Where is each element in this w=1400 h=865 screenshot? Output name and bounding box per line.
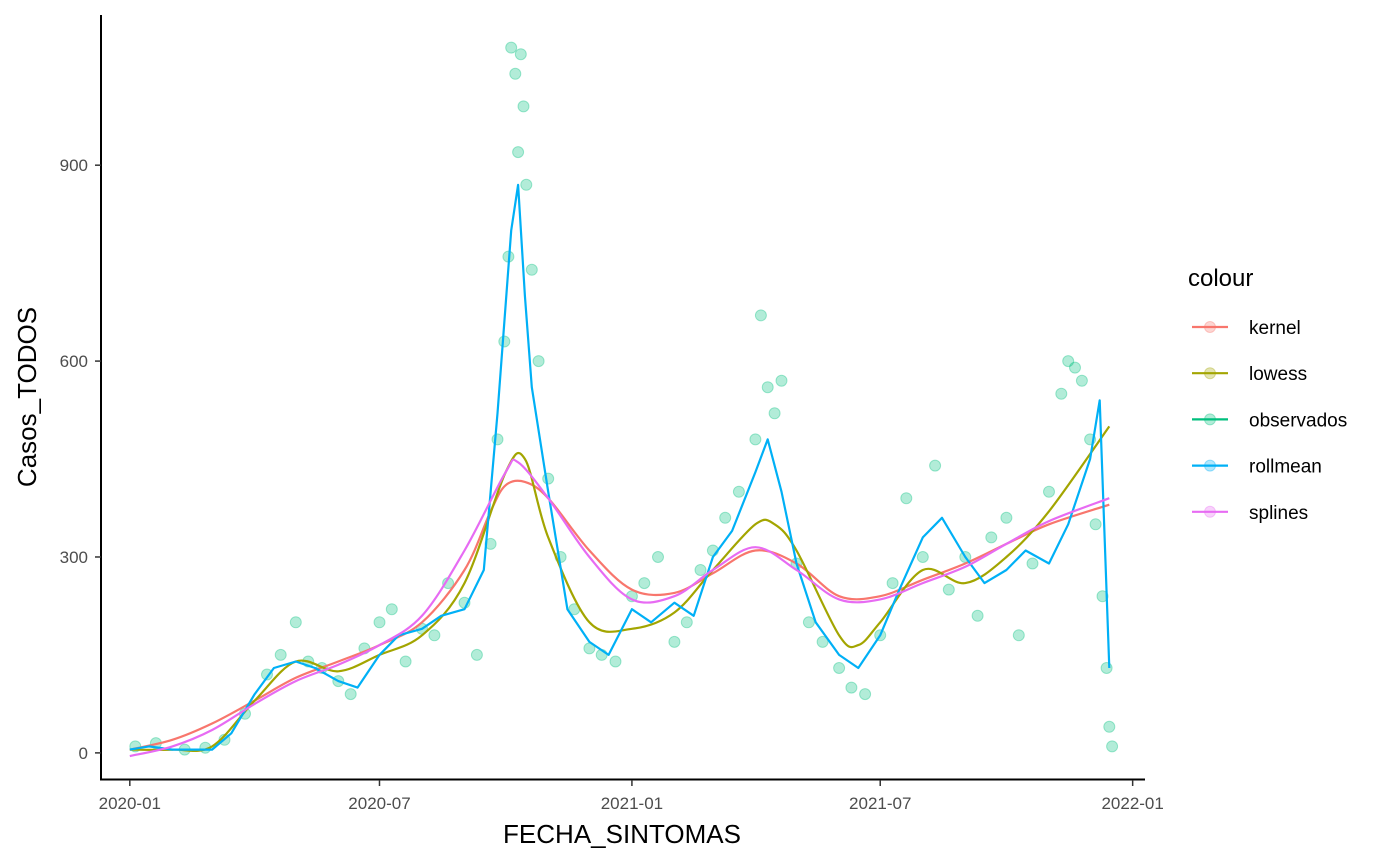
y-axis-title: Casos_TODOS <box>12 307 42 487</box>
observados-point <box>1012 629 1025 642</box>
observados-point <box>638 577 651 590</box>
observados-point <box>886 577 899 590</box>
observados-point <box>261 668 273 681</box>
observados-point <box>542 472 555 485</box>
observados-point <box>1100 662 1113 674</box>
observados-point <box>1055 387 1068 400</box>
observados-point <box>859 688 872 701</box>
observados-point <box>694 564 707 576</box>
y-tick-label: 300 <box>60 548 88 567</box>
legend-key-point <box>1204 321 1216 333</box>
legend-key-point <box>1204 505 1216 518</box>
legend-label: observados <box>1249 410 1347 431</box>
observados-point <box>816 635 829 648</box>
observados-point <box>833 662 846 674</box>
observados-point <box>428 629 441 642</box>
observados-point <box>1075 374 1088 387</box>
observados-point <box>1096 590 1109 603</box>
observados-point <box>1026 557 1039 570</box>
x-tick-label: 2021-01 <box>601 794 663 813</box>
observados-point <box>985 531 998 544</box>
observados-point <box>512 146 525 159</box>
observados-point <box>532 355 545 368</box>
legend-label: lowess <box>1249 364 1307 385</box>
legend-label: splines <box>1249 503 1308 524</box>
observados-point <box>491 433 504 446</box>
observados-point <box>520 178 533 191</box>
legend-title: colour <box>1188 265 1253 292</box>
legend-entry-observados: observados <box>1192 410 1347 431</box>
observados-point <box>289 616 302 629</box>
legend-key-point <box>1204 413 1216 426</box>
observados-point <box>775 374 788 387</box>
observados-point <box>514 48 527 61</box>
observados-point <box>768 407 781 420</box>
observados-point <box>1069 361 1081 374</box>
legend-label: kernel <box>1249 318 1301 339</box>
legend-label: rollmean <box>1249 457 1322 478</box>
observados-point <box>761 381 774 394</box>
observados-point <box>505 41 518 54</box>
y-tick-label: 0 <box>79 744 88 763</box>
observados-point <box>385 603 398 616</box>
observados-point <box>1103 720 1116 733</box>
observados-point <box>517 100 530 113</box>
series-splines-line <box>129 458 1110 758</box>
observados-point <box>749 433 762 446</box>
observados-point <box>525 263 538 276</box>
legend-entry-splines: splines <box>1192 503 1308 524</box>
observados-point <box>732 485 745 498</box>
observados-point <box>802 616 815 629</box>
legend-entry-rollmean: rollmean <box>1192 457 1322 478</box>
legend: colour kernel lowess observados rollmean spl… <box>1188 265 1347 524</box>
observados-point <box>1089 518 1102 531</box>
x-tick-label: 2022-01 <box>1101 794 1163 813</box>
chart-marks <box>129 41 1119 758</box>
observados-point <box>609 655 622 668</box>
y-tick-label: 900 <box>60 156 88 175</box>
observados-point <box>942 583 955 596</box>
observados-point <box>399 655 412 668</box>
observados-point <box>1043 485 1055 498</box>
x-tick-label: 2021-07 <box>849 794 911 813</box>
observados-point <box>719 511 732 524</box>
legend-entry-kernel: kernel <box>1192 318 1301 339</box>
observados-point <box>1106 740 1119 753</box>
legend-key-point <box>1204 459 1216 472</box>
series-lowess-line <box>129 425 1111 752</box>
observados-point <box>498 335 511 348</box>
observados-point <box>929 459 942 472</box>
observados-point <box>274 648 287 661</box>
legend-key-point <box>1204 367 1216 380</box>
observados-point <box>470 648 483 661</box>
x-tick-label: 2020-01 <box>99 794 161 813</box>
y-tick-label: 600 <box>60 352 88 371</box>
observados-point <box>668 635 681 648</box>
x-axis-ticks: 2020-01 2020-07 2021-01 2021-07 2022-01 <box>99 780 1164 813</box>
series-observados-points <box>129 41 1119 756</box>
observados-point <box>845 681 858 694</box>
x-axis-title: FECHA_SINTOMAS <box>503 819 741 849</box>
observados-point <box>900 492 913 505</box>
observados-point <box>971 609 984 622</box>
series-rollmean-line <box>129 183 1111 751</box>
observados-point <box>1000 511 1013 524</box>
observados-point <box>652 551 664 563</box>
series-kernel-line <box>129 479 1110 751</box>
observados-point <box>509 67 522 80</box>
legend-entry-lowess: lowess <box>1192 364 1307 385</box>
observados-point <box>680 616 693 629</box>
observados-point <box>754 309 767 322</box>
x-tick-label: 2020-07 <box>348 794 410 813</box>
observados-point <box>344 688 357 701</box>
observados-point <box>1062 355 1075 368</box>
y-axis-ticks: 0 300 600 900 <box>60 156 101 763</box>
observados-point <box>373 616 386 629</box>
observados-point <box>916 551 929 563</box>
